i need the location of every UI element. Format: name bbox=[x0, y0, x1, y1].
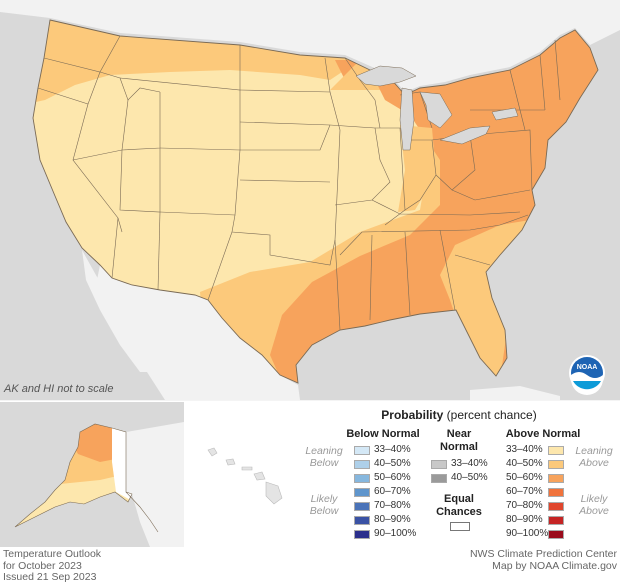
likely-above-label: Likely Above bbox=[570, 493, 618, 517]
lake-superior bbox=[355, 65, 417, 87]
leaning-above-line2: Above bbox=[579, 457, 609, 469]
below-swatch-6 bbox=[354, 516, 370, 525]
likely-below-line1: Likely bbox=[310, 493, 338, 505]
above-label-4: 60–70% bbox=[506, 486, 543, 497]
hawaii-inset-svg bbox=[207, 447, 283, 505]
footer-source-line2: Map by NOAA Climate.gov bbox=[492, 559, 617, 572]
below-normal-heading: Below Normal bbox=[346, 428, 420, 440]
footer-source-line1: NWS Climate Prediction Center bbox=[469, 548, 617, 560]
alaska-inset bbox=[0, 402, 184, 547]
noaa-logo-text: NOAA bbox=[577, 364, 598, 371]
near-label-2: 40–50% bbox=[451, 472, 488, 483]
near-label-1: 33–40% bbox=[451, 458, 488, 469]
legend-title-rest: (percent chance) bbox=[446, 408, 537, 422]
hawaii-inset bbox=[186, 402, 296, 547]
below-label-5: 70–80% bbox=[374, 500, 411, 511]
below-label-3: 50–60% bbox=[374, 472, 411, 483]
great-lakes bbox=[355, 65, 519, 151]
island-hawaii bbox=[265, 481, 283, 505]
island-maui bbox=[253, 471, 266, 481]
below-label-2: 40–50% bbox=[374, 458, 411, 469]
likely-above-line1: Likely bbox=[580, 493, 608, 505]
likely-above-line2: Above bbox=[579, 505, 609, 517]
below-swatch-2 bbox=[354, 460, 370, 469]
below-label-6: 80–90% bbox=[374, 514, 411, 525]
leaning-below-line2: Below bbox=[309, 457, 339, 469]
below-swatch-1 bbox=[354, 446, 370, 455]
canada-yukon-land bbox=[126, 422, 184, 547]
above-swatch-4 bbox=[548, 488, 564, 497]
below-swatch-5 bbox=[354, 502, 370, 511]
equal-chances-line1: Equal bbox=[444, 493, 474, 505]
near-swatch-1 bbox=[431, 460, 447, 469]
lake-michigan bbox=[399, 87, 415, 151]
below-swatch-3 bbox=[354, 474, 370, 483]
below-label-7: 90–100% bbox=[374, 528, 417, 539]
below-label-4: 60–70% bbox=[374, 486, 411, 497]
cuba-land bbox=[470, 386, 560, 400]
leaning-above-label: Leaning Above bbox=[570, 445, 618, 469]
above-swatch-5 bbox=[548, 502, 564, 511]
above-swatch-3 bbox=[548, 474, 564, 483]
above-normal-heading: Above Normal bbox=[505, 428, 581, 440]
footer-issued: Issued 21 Sep 2023 bbox=[3, 571, 97, 583]
conus-map-svg: NOAA bbox=[0, 0, 620, 400]
above-label-5: 70–80% bbox=[506, 500, 543, 511]
island-oahu bbox=[225, 458, 236, 466]
above-swatch-7 bbox=[548, 530, 564, 539]
footer-left: Temperature Outlook for October 2023 Iss… bbox=[3, 548, 102, 584]
legend-title: Probability (percent chance) bbox=[298, 408, 620, 422]
island-kauai bbox=[207, 447, 218, 457]
footer-title-line1: Temperature Outlook bbox=[3, 548, 102, 560]
below-swatch-7 bbox=[354, 530, 370, 539]
lake-ontario bbox=[491, 107, 519, 121]
legend-title-bold: Probability bbox=[381, 408, 444, 422]
footer-right: NWS Climate Prediction Center Map by NOA… bbox=[469, 548, 617, 572]
legend: Probability (percent chance) Below Norma… bbox=[298, 402, 620, 547]
above-label-6: 80–90% bbox=[506, 514, 543, 525]
near-normal-heading-2: Normal bbox=[440, 441, 478, 453]
scale-note: AK and HI not to scale bbox=[4, 383, 114, 395]
leaning-below-label: Leaning Below bbox=[300, 445, 348, 469]
below-swatch-4 bbox=[354, 488, 370, 497]
canada-land bbox=[0, 0, 620, 92]
state-borders bbox=[32, 19, 599, 384]
likely-below-label: Likely Below bbox=[300, 493, 348, 517]
leaning-above-line1: Leaning bbox=[575, 445, 613, 457]
lake-huron bbox=[419, 91, 453, 129]
above-swatch-2 bbox=[548, 460, 564, 469]
probability-zones bbox=[33, 20, 598, 383]
leaning-below-line1: Leaning bbox=[305, 445, 343, 457]
above-label-7: 90–100% bbox=[506, 528, 549, 539]
equal-chances-line2: Chances bbox=[436, 506, 482, 518]
noaa-logo: NOAA bbox=[569, 355, 605, 395]
above-label-1: 33–40% bbox=[506, 444, 543, 455]
island-molokai bbox=[241, 466, 253, 471]
likely-below-line2: Below bbox=[309, 505, 339, 517]
lake-erie bbox=[439, 125, 491, 145]
below-label-1: 33–40% bbox=[374, 444, 411, 455]
footer-title-line2: for October 2023 bbox=[3, 559, 82, 572]
above-label-3: 50–60% bbox=[506, 472, 543, 483]
conus-map: NOAA AK and HI not to scale bbox=[0, 0, 620, 400]
above-swatch-6 bbox=[548, 516, 564, 525]
above-label-2: 40–50% bbox=[506, 458, 543, 469]
above-swatch-1 bbox=[548, 446, 564, 455]
equal-chances-swatch bbox=[450, 522, 470, 531]
near-swatch-2 bbox=[431, 474, 447, 483]
alaska-inset-svg bbox=[14, 422, 184, 547]
near-normal-heading-1: Near bbox=[446, 428, 472, 440]
